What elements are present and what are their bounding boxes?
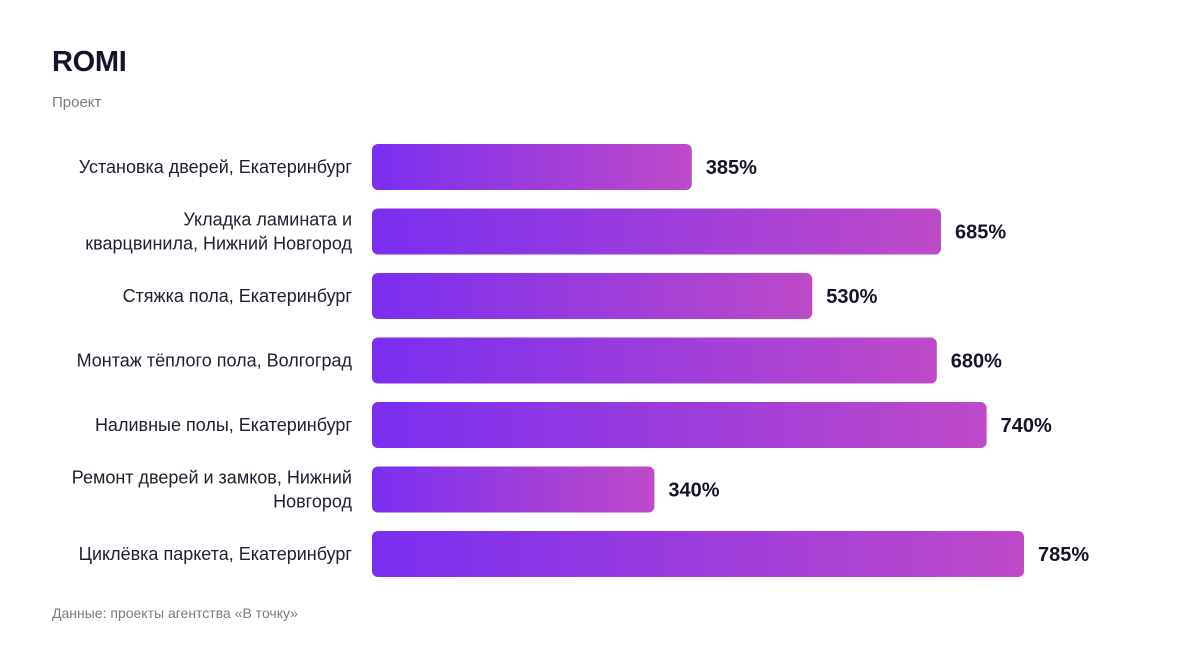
category-label-line: Стяжка пола, Екатеринбург <box>123 286 353 306</box>
category-label-2: Стяжка пола, Екатеринбург <box>123 286 353 306</box>
category-label-5: Ремонт дверей и замков, Нижний Новгород <box>72 468 353 512</box>
category-label-6: Циклёвка паркета, Екатеринбург <box>79 544 353 564</box>
category-label-line: кварцвинила, Нижний Новгород <box>85 234 352 254</box>
category-label-line: Монтаж тёплого пола, Волгоград <box>77 351 353 371</box>
category-label-line: Укладка ламината и <box>183 210 352 230</box>
bar-5 <box>372 466 655 513</box>
source-note: Данные: проекты агентства «В точку» <box>52 605 298 621</box>
bar-3 <box>372 337 937 384</box>
bar-4 <box>372 402 987 448</box>
value-label-5: 340% <box>668 480 719 502</box>
value-label-1: 685% <box>955 222 1006 244</box>
value-label-6: 785% <box>1038 544 1089 566</box>
bar-2 <box>372 273 813 319</box>
category-label-line: Установка дверей, Екатеринбург <box>79 157 353 177</box>
category-label-line: Новгород <box>273 492 352 512</box>
category-label-4: Наливные полы, Екатеринбург <box>95 415 352 435</box>
value-label-3: 680% <box>951 351 1002 373</box>
category-label-line: Наливные полы, Екатеринбург <box>95 415 352 435</box>
bar-0 <box>372 144 692 190</box>
category-label-0: Установка дверей, Екатеринбург <box>79 157 353 177</box>
bar-6 <box>372 531 1025 577</box>
category-label-1: Укладка ламината и кварцвинила, Нижний Но… <box>85 210 352 254</box>
bars-layer: 385% Установка дверей, Екатеринбург 685% Ук… <box>72 144 1089 577</box>
category-label-line: Циклёвка паркета, Екатеринбург <box>79 544 353 564</box>
category-label-line: Ремонт дверей и замков, Нижний <box>72 468 352 488</box>
category-label-3: Монтаж тёплого пола, Волгоград <box>77 351 353 371</box>
chart-subtitle: Проект <box>52 94 102 111</box>
value-label-2: 530% <box>826 286 877 308</box>
value-label-4: 740% <box>1001 415 1052 437</box>
value-label-0: 385% <box>706 157 757 179</box>
chart-title: ROMI <box>52 46 127 78</box>
bar-1 <box>372 208 941 255</box>
